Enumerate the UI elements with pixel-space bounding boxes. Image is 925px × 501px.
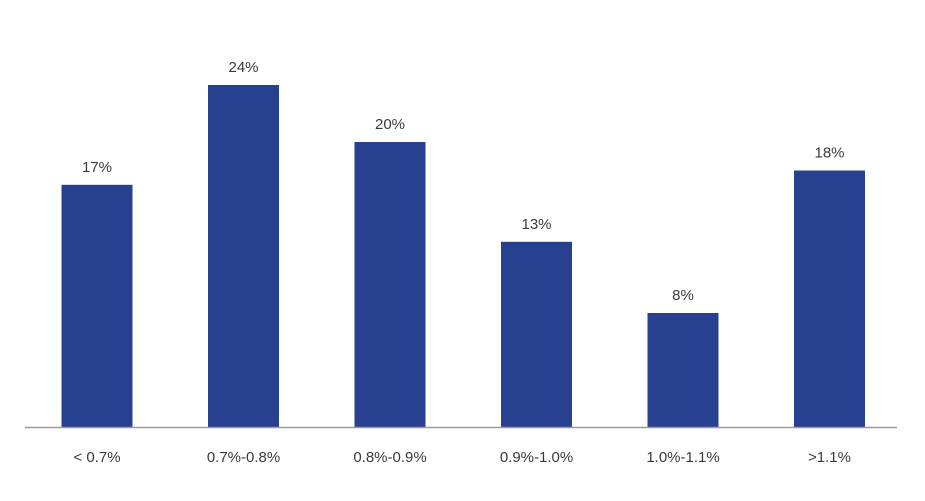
bar-2 xyxy=(354,142,426,427)
category-label-3: 0.9%-1.0% xyxy=(500,449,573,466)
value-label-3: 13% xyxy=(521,216,551,233)
category-labels-layer: < 0.7% 0.7%-0.8% 0.8%-0.9% 0.9%-1.0% 1.0%-1.… xyxy=(73,449,851,466)
bar-1 xyxy=(208,85,279,427)
value-label-0: 17% xyxy=(82,159,112,176)
value-label-2: 20% xyxy=(375,116,405,133)
category-label-2: 0.8%-0.9% xyxy=(353,449,426,466)
value-label-4: 8% xyxy=(672,287,694,304)
category-label-1: 0.7%-0.8% xyxy=(207,449,280,466)
bar-3 xyxy=(501,241,572,428)
value-label-1: 24% xyxy=(228,59,258,76)
bar-0 xyxy=(61,184,133,428)
category-label-4: 1.0%-1.1% xyxy=(646,449,719,466)
bars-layer xyxy=(61,85,865,428)
category-label-5: >1.1% xyxy=(808,449,851,466)
bar-5 xyxy=(794,170,865,427)
value-labels-layer: 17% 24% 20% 13% 8% 18% xyxy=(82,59,845,304)
value-label-5: 18% xyxy=(814,145,844,162)
category-label-0: < 0.7% xyxy=(73,449,120,466)
bar-4 xyxy=(647,313,719,427)
